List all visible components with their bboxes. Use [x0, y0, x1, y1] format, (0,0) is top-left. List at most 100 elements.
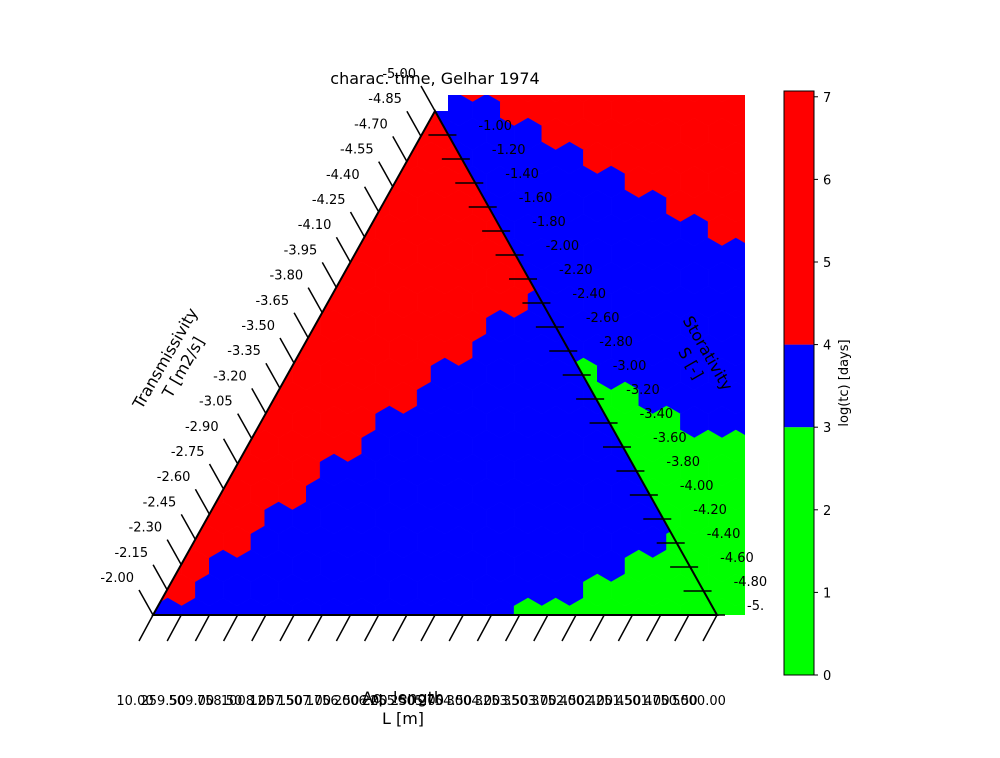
hex-cell-blue — [223, 622, 251, 654]
hex-cell-red — [195, 141, 224, 175]
hex-cell-outside-red — [694, 46, 722, 78]
hex-cell-red — [181, 213, 210, 247]
bottom-axis-tick — [448, 614, 464, 642]
hex-cell-red — [195, 189, 224, 223]
colorbar-tick-label: 3 — [823, 421, 831, 436]
hex-cell-red — [98, 166, 126, 198]
bottom-axis-tick-label: 2006.00 — [334, 694, 388, 709]
bottom-axis-tick-label: 4251.50 — [588, 694, 642, 709]
bottom-axis-tick — [194, 614, 211, 642]
hex-cell-blue — [750, 430, 778, 462]
bottom-axis: 10.00259.50509.00758.501008.001257.50150… — [116, 614, 726, 709]
hex-cell-red — [750, 46, 778, 78]
hex-cell-red — [236, 117, 265, 151]
hex-cell-red — [153, 189, 168, 223]
left-axis-tick — [321, 262, 337, 288]
right-axis-tick-label: -3.20 — [626, 383, 660, 398]
right-axis-tick-label: -4.40 — [707, 527, 741, 542]
left-axis-tick — [420, 85, 436, 112]
hex-cell-red — [167, 141, 196, 175]
hex-cell-red — [611, 46, 639, 78]
hex-cell-blue — [112, 622, 140, 654]
hex-cell-red — [153, 429, 168, 463]
bottom-axis-tick-label: 758.50 — [197, 694, 243, 709]
hex-cell-red — [98, 214, 126, 246]
hex-cell-green — [694, 622, 722, 654]
left-axis-tick — [279, 337, 295, 364]
hex-cell-outside-red — [735, 213, 745, 247]
right-axis-tick-label: -4.80 — [734, 575, 768, 590]
hex-cell-outside-blue — [735, 261, 745, 295]
hex-cell-red — [153, 213, 155, 247]
left-axis-tick-label: -2.75 — [171, 445, 205, 460]
left-axis-tick-label: -5.00 — [382, 67, 416, 82]
bottom-axis-tick-label: 1257.50 — [249, 694, 303, 709]
chart-title: charac. time, Gelhar 1974 — [330, 69, 539, 88]
colorbar-frame — [783, 90, 815, 676]
left-axis-tick — [138, 589, 154, 616]
hex-cell-red — [153, 405, 155, 439]
bottom-axis-tick — [617, 614, 634, 642]
hex-cell-red — [154, 70, 182, 102]
hex-cell-outside-green — [667, 622, 695, 654]
hex-cell-red — [112, 94, 140, 126]
hex-cell-blue — [389, 622, 417, 654]
hex-cell-green — [611, 622, 639, 654]
hex-cell-red — [292, 70, 320, 102]
hex-cell-red — [222, 189, 252, 223]
colorbar-tick-label: 1 — [823, 586, 831, 601]
bottom-axis-tick — [251, 614, 267, 642]
hex-cell-blue — [750, 190, 778, 222]
hex-cell-blue — [168, 622, 196, 654]
hex-cell-outside-red — [611, 46, 639, 78]
hex-cell-blue — [805, 46, 833, 78]
bottom-axis-tick — [561, 614, 577, 642]
hex-cell-green — [500, 622, 528, 654]
hex-cell-red — [153, 405, 182, 439]
hex-cell-red — [112, 190, 140, 222]
bottom-axis-tick-label: 2754.50 — [418, 694, 472, 709]
hex-cell-red — [98, 406, 126, 438]
right-axis-tick-label: -1.00 — [478, 119, 512, 134]
bottom-axis-tick — [476, 614, 493, 642]
left-axis-tick — [222, 438, 239, 465]
bottom-axis-tick — [279, 614, 295, 642]
hex-cell-red — [98, 70, 126, 102]
hex-cell-green — [722, 622, 750, 654]
hex-cell-outside-green — [473, 622, 501, 654]
right-axis-tick-label: -5. — [747, 599, 764, 614]
hex-cell-red — [153, 117, 155, 151]
bottom-axis-tick-label: 3004.00 — [447, 694, 501, 709]
bottom-axis-tick-label: 509.00 — [169, 694, 215, 709]
colorbar-bin — [784, 427, 814, 675]
hex-cell-red — [112, 286, 140, 318]
hex-cell-red — [98, 310, 126, 342]
hex-cell-red — [112, 238, 140, 270]
hex-cell-red — [167, 111, 196, 127]
hex-cell-red — [153, 141, 168, 175]
left-axis-tick — [392, 136, 408, 162]
left-axis-tick — [335, 236, 352, 263]
right-axis-tick-label: -1.80 — [532, 215, 566, 230]
left-axis-tick-label: -4.40 — [326, 168, 360, 183]
hex-cell-red — [639, 46, 667, 78]
hex-cell-red — [98, 358, 126, 390]
hex-cell-outside-green — [639, 622, 667, 654]
bottom-axis-tick-label: 3752.50 — [531, 694, 585, 709]
left-axis-tick — [265, 362, 281, 389]
hex-cell-blue — [750, 238, 778, 270]
hex-cell-red — [264, 213, 293, 247]
hex-cell-red — [112, 478, 140, 510]
left-axis-tick-label: -4.10 — [298, 218, 332, 233]
hex-cell-red — [153, 111, 168, 127]
left-axis-tick — [180, 514, 196, 540]
hex-cell-red — [153, 237, 168, 271]
hex-cell-blue — [750, 334, 778, 366]
hex-cell-red — [112, 142, 140, 174]
colorbar-tick-label: 0 — [823, 669, 831, 684]
right-axis-tick-label: -3.00 — [613, 359, 647, 374]
hex-cell-outside-red — [735, 117, 745, 151]
hex-cell-red — [153, 117, 182, 151]
bottom-axis-tick-label: 1756.50 — [306, 694, 360, 709]
hex-cell-red — [722, 46, 750, 78]
